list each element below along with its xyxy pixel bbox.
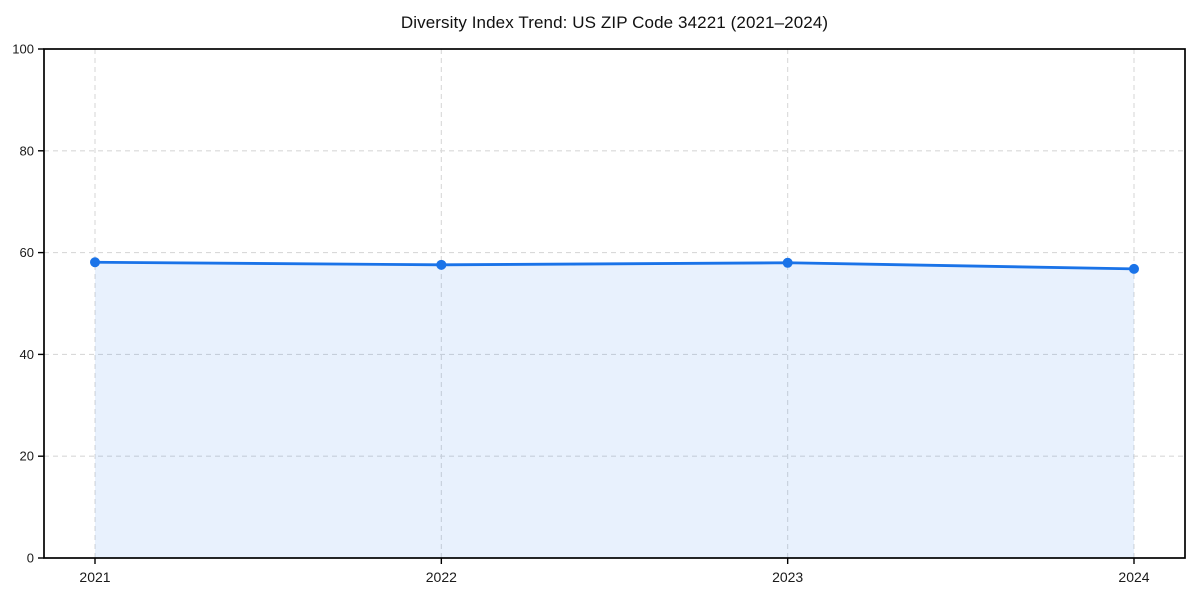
series-line	[93, 260, 1136, 271]
data-point-marker	[90, 257, 100, 268]
data-point-marker	[782, 257, 793, 268]
x-axis-tick-label: 2023	[772, 569, 803, 585]
data-point-marker	[436, 259, 447, 270]
y-axis-tick-label: 0	[27, 551, 34, 566]
x-axis-tick-label: 2024	[1118, 569, 1149, 585]
y-axis-tick-label: 20	[20, 449, 34, 464]
y-axis-tick-label: 60	[20, 245, 34, 260]
y-axis-tick-label: 80	[20, 143, 34, 158]
plot-border	[43, 48, 1186, 559]
chart-title: Diversity Index Trend: US ZIP Code 34221…	[400, 13, 829, 32]
y-axis-tick-label: 40	[20, 347, 34, 362]
x-axis-tick-label: 2022	[426, 569, 457, 585]
area-fill	[95, 262, 1134, 558]
x-axis-tick-label: 2021	[79, 569, 110, 585]
y-axis-tick-label: 100	[12, 42, 34, 57]
data-point-marker	[1129, 263, 1139, 274]
